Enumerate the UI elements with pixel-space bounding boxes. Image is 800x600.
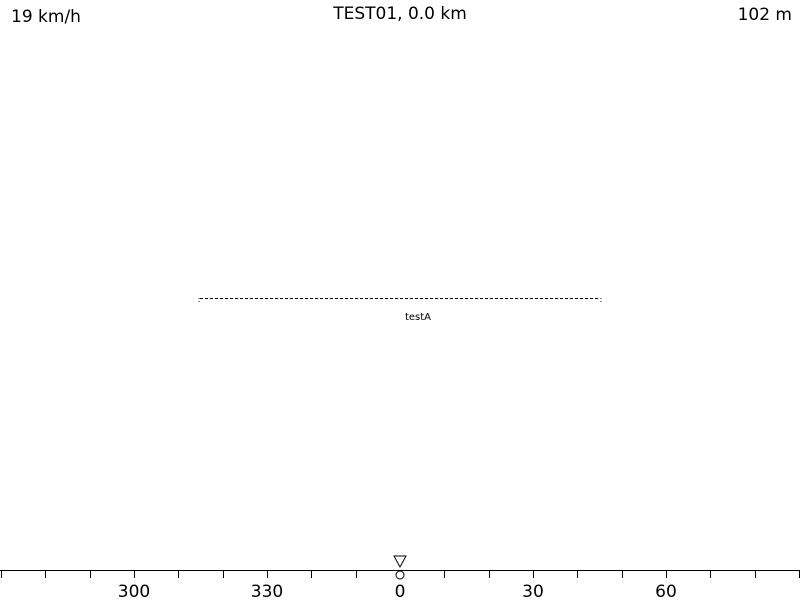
compass-label: 30 [522, 582, 544, 600]
compass-strip: 300 330 0 30 60 [0, 555, 800, 600]
obstacle-label: testA [405, 312, 431, 323]
triangle-down-icon [393, 555, 407, 569]
compass-label: 60 [655, 582, 677, 600]
altitude-readout: 102 m [737, 5, 792, 25]
circle-icon [395, 570, 405, 580]
compass-label: 300 [118, 582, 150, 600]
compass-ticks [1, 570, 800, 578]
speed-readout: 19 km/h [11, 7, 81, 27]
obstacle: testA [198, 298, 602, 323]
track-title: TEST01, 0.0 km [333, 4, 467, 24]
compass-label: 0 [395, 582, 406, 600]
compass-tick-labels: 300 330 0 30 60 [118, 582, 677, 600]
compass-label: 330 [251, 582, 283, 600]
